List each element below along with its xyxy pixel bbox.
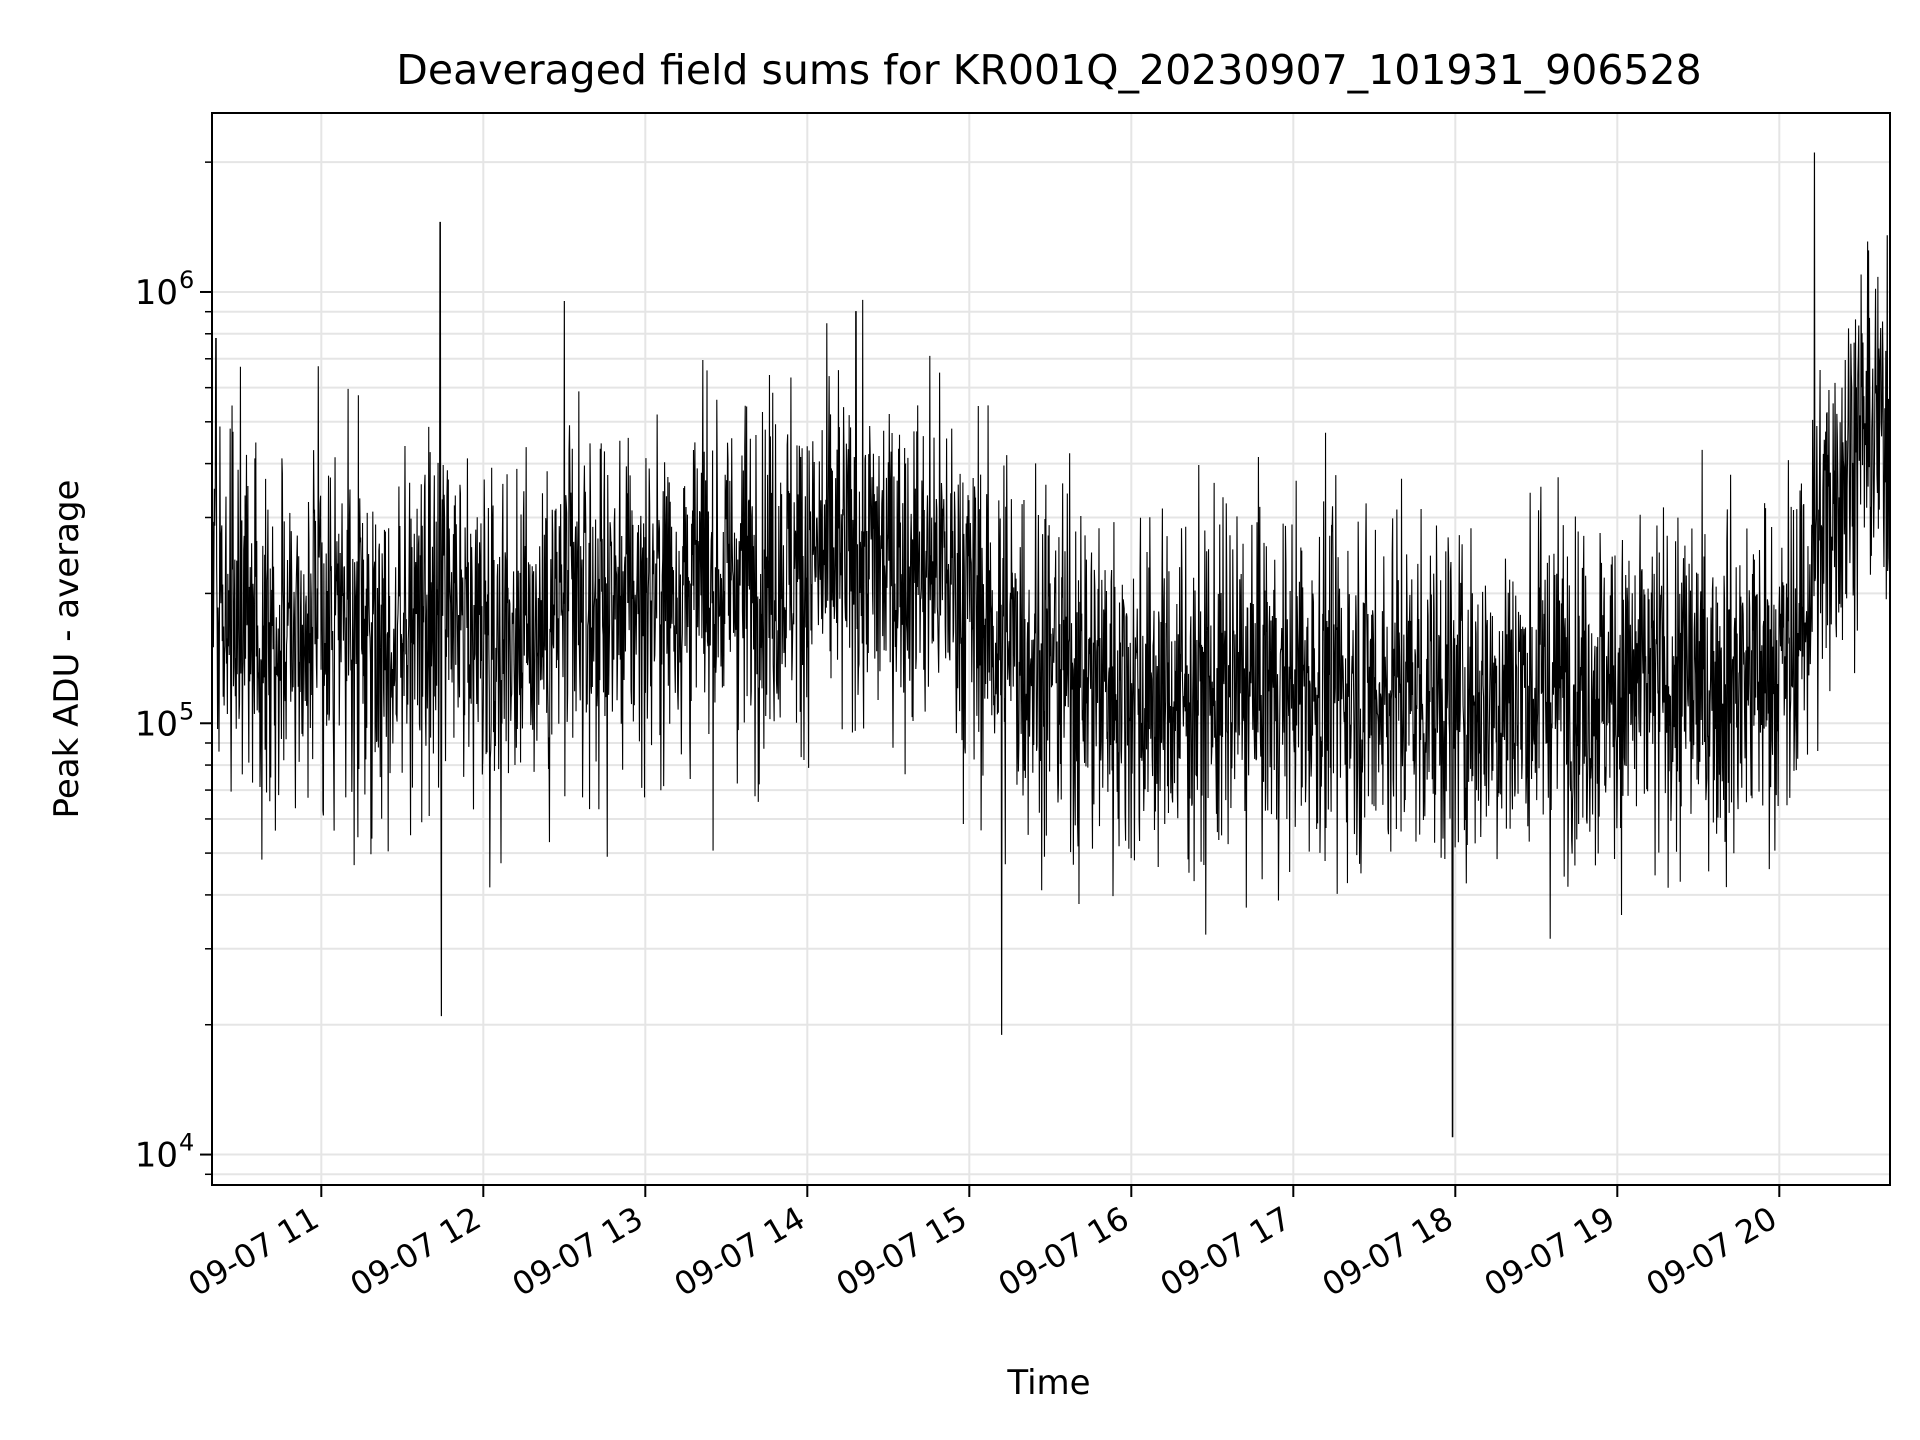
y-tick-label: 10	[135, 704, 178, 744]
plot-frame	[211, 112, 1891, 1186]
chart-title: Deaveraged field sums for KR001Q_2023090…	[396, 46, 1701, 94]
series-group	[211, 152, 1891, 1138]
x-axis-label: Time	[1006, 1363, 1090, 1403]
series-line	[211, 152, 1891, 1138]
y-tick-label: 10	[135, 1136, 178, 1176]
y-tick-exponent: 6	[179, 266, 194, 294]
y-axis-label: Peak ADU - average	[47, 480, 87, 819]
y-tick-exponent: 4	[179, 1129, 194, 1157]
y-tick-label: 10	[135, 273, 178, 313]
y-tick-exponent: 5	[179, 697, 194, 725]
